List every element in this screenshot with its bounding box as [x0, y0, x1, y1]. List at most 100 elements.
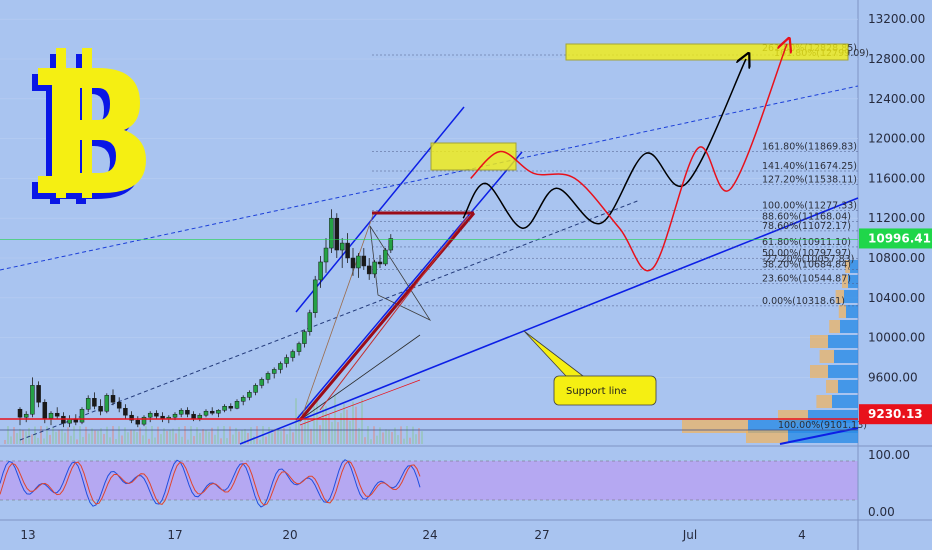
- wedge-inner[interactable]: [319, 215, 469, 411]
- channel-line-upper[interactable]: [295, 106, 465, 313]
- volume-bar: [235, 427, 237, 444]
- volume-bar: [19, 428, 21, 444]
- volume-bar: [337, 422, 339, 444]
- volume-bar: [130, 429, 132, 444]
- volume-bar: [403, 438, 405, 444]
- brown-diagonal[interactable]: [299, 211, 375, 423]
- volume-bar: [208, 431, 210, 444]
- volume-bar: [328, 414, 330, 444]
- volume-bar: [271, 433, 273, 444]
- date-tick-label: 4: [798, 528, 806, 542]
- target-box-top[interactable]: [565, 43, 849, 61]
- price-tick-label: 12000.00: [868, 132, 925, 146]
- pennant-triangle[interactable]: [369, 225, 432, 321]
- fib-level-label: 38.20%(10684.84): [762, 259, 851, 270]
- volume-profile-bar: [848, 275, 858, 288]
- volume-bar: [313, 406, 315, 444]
- volume-bar: [349, 420, 351, 444]
- candle-body: [356, 255, 361, 269]
- candle-body: [253, 385, 258, 393]
- bitcoin-logo-icon: [32, 48, 146, 204]
- volume-bar: [352, 401, 354, 444]
- volume-bar: [70, 435, 72, 444]
- price-tick-label: 12800.00: [868, 52, 925, 66]
- candle-body: [147, 412, 153, 418]
- oscillator-axis[interactable]: 100.00 0.00: [868, 448, 910, 519]
- fib-level-label: 61.80%(10911.10): [762, 237, 851, 248]
- volume-bar: [124, 427, 126, 444]
- candle-body: [312, 279, 318, 313]
- support-line-callout[interactable]: Support line: [523, 330, 657, 406]
- projection-path-red[interactable]: [470, 44, 787, 272]
- volume-bar: [394, 427, 396, 444]
- volume-bar: [325, 406, 327, 444]
- candle-body: [110, 395, 116, 403]
- projection-path-black[interactable]: [462, 59, 746, 229]
- price-tick-label: 11200.00: [868, 211, 925, 225]
- volume-bar: [133, 429, 135, 444]
- volume-bar: [346, 409, 348, 444]
- candle-body: [377, 261, 383, 265]
- price-tag-box: [859, 228, 932, 249]
- date-tick-label: 27: [534, 528, 549, 542]
- volume-bar: [370, 439, 372, 444]
- volume-bar: [268, 426, 270, 444]
- volume-bar: [190, 426, 192, 444]
- date-axis[interactable]: 13 17 20 24 27 Jul 4: [20, 528, 805, 542]
- volume-bar: [412, 426, 414, 444]
- volume-profile: [682, 260, 858, 443]
- volume-bar: [415, 434, 417, 444]
- support-line[interactable]: [239, 197, 859, 445]
- candle-body: [307, 312, 313, 332]
- thin-trend-black[interactable]: [299, 334, 421, 421]
- candle-body: [234, 401, 240, 409]
- thin-trend-red[interactable]: [299, 379, 421, 426]
- volume-profile-bar: [819, 350, 834, 363]
- volume-bar: [211, 427, 213, 444]
- candle-body: [30, 385, 35, 415]
- volume-bar: [64, 432, 66, 444]
- candle-body: [178, 409, 184, 415]
- volume-profile-bar: [816, 395, 832, 408]
- volume-profile-bar: [838, 380, 858, 393]
- volume-bar: [169, 430, 171, 444]
- wedge-diagonal[interactable]: [298, 212, 476, 421]
- volume-bar: [40, 426, 42, 444]
- support-line-low[interactable]: [779, 427, 859, 445]
- candle-body: [383, 249, 388, 265]
- volume-bar: [418, 428, 420, 444]
- fib-level-label: 78.60%(11072.17): [762, 221, 851, 232]
- volume-bar: [289, 426, 291, 444]
- date-tick-label: 17: [167, 528, 182, 542]
- channel-line-lower[interactable]: [295, 151, 523, 421]
- volume-bar: [154, 437, 156, 444]
- volume-bar: [376, 435, 378, 444]
- stochastic-oscillator: [0, 459, 858, 508]
- price-tags: 10996.41 9230.13: [859, 228, 932, 425]
- price-tick-label: 9600.00: [868, 370, 918, 384]
- candle-body: [48, 412, 54, 419]
- price-axis[interactable]: 13200.00 12800.00 12400.00 12000.00 11600.00…: [868, 12, 925, 384]
- volume-bar: [82, 436, 84, 444]
- volume-bar: [310, 428, 312, 444]
- dashed-trend-upper[interactable]: [0, 85, 859, 271]
- volume-bar: [4, 440, 6, 444]
- volume-bar: [391, 431, 393, 444]
- volume-bar: [163, 428, 165, 444]
- callout-label: Support line: [566, 386, 627, 397]
- price-tick-label: 10400.00: [868, 291, 925, 305]
- volume-bar: [109, 437, 111, 444]
- candle-body: [154, 412, 159, 417]
- volume-bar: [103, 433, 105, 444]
- candle-body: [42, 402, 48, 419]
- target-box-mid[interactable]: [430, 142, 517, 171]
- volume-bar: [286, 434, 288, 444]
- candle-body: [191, 413, 196, 419]
- volume-bar: [322, 406, 324, 444]
- volume-bar: [421, 431, 423, 444]
- volume-bar: [145, 426, 147, 444]
- candle-body: [372, 261, 377, 275]
- oscillator-tick-label: 0.00: [868, 505, 895, 519]
- volume-bar: [178, 426, 180, 444]
